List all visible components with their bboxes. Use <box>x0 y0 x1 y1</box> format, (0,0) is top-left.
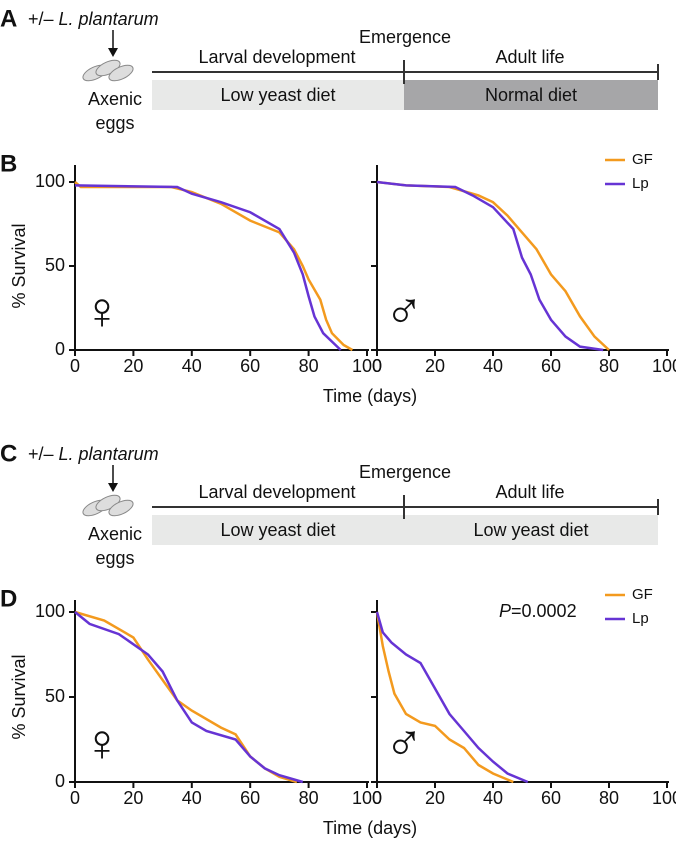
x-tick-label: 100 <box>352 788 382 808</box>
diet-label: Normal diet <box>485 85 577 105</box>
treatment: +/– L. plantarum <box>28 444 159 464</box>
diet-box <box>152 515 404 545</box>
treatment-prefix: +/– <box>28 9 59 29</box>
diet-box <box>404 515 658 545</box>
x-axis-title: Time (days) <box>323 386 417 406</box>
y-tick-label: 50 <box>45 255 65 275</box>
survival-line <box>375 611 514 784</box>
treatment-name: L. plantarum <box>59 444 159 464</box>
legend-label: GF <box>632 151 653 168</box>
legend-label: Lp <box>632 175 649 192</box>
x-tick-label: 60 <box>240 788 260 808</box>
y-tick-label: 0 <box>55 339 65 359</box>
survival-line <box>376 180 604 352</box>
diet-box <box>152 80 404 110</box>
x-tick-label: 20 <box>425 788 445 808</box>
x-tick-label: 0 <box>372 356 382 376</box>
x-tick-label: 40 <box>182 788 202 808</box>
egg <box>108 64 134 82</box>
p-text: =0.0002 <box>511 601 577 621</box>
x-tick-label: 0 <box>70 356 80 376</box>
panel-label: A <box>0 5 17 32</box>
event-label: Emergence <box>359 462 451 482</box>
eggs-label: eggs <box>95 548 134 568</box>
x-tick-label: 80 <box>299 356 319 376</box>
y-tick-label: 0 <box>55 771 65 791</box>
sex-symbol: ♀ <box>83 715 122 773</box>
arrow-head <box>108 48 118 57</box>
arrow-head <box>108 483 118 492</box>
diet-label: Low yeast diet <box>473 520 588 540</box>
legend-label: GF <box>632 586 653 603</box>
panel-label: C <box>0 440 17 467</box>
x-tick-label: 40 <box>483 788 503 808</box>
survival-line <box>74 184 342 351</box>
diet-box <box>404 80 658 110</box>
eggs-label: Axenic <box>88 524 142 544</box>
x-tick-label: 80 <box>299 788 319 808</box>
x-tick-label: 100 <box>352 356 382 376</box>
x-tick-label: 20 <box>123 356 143 376</box>
survival-line <box>74 611 304 784</box>
p-value: P=0.0002 <box>499 601 577 621</box>
x-tick-label: 80 <box>599 356 619 376</box>
x-tick-label: 0 <box>372 788 382 808</box>
event-label: Emergence <box>359 27 451 47</box>
x-tick-label: 20 <box>425 356 445 376</box>
legend-label: Lp <box>632 610 649 627</box>
treatment-prefix: +/– <box>28 444 59 464</box>
x-tick-label: 100 <box>652 788 676 808</box>
x-tick-label: 20 <box>123 788 143 808</box>
egg <box>108 499 134 517</box>
panel-label: D <box>0 585 17 612</box>
y-tick-label: 50 <box>45 686 65 706</box>
stage-label: Adult life <box>495 482 564 502</box>
p-italic: P <box>499 601 511 621</box>
sex-symbol: ♂ <box>385 715 424 773</box>
panel-label: B <box>0 150 17 177</box>
x-tick-label: 60 <box>240 356 260 376</box>
x-tick-label: 60 <box>541 788 561 808</box>
x-tick-label: 60 <box>541 356 561 376</box>
diet-label: Low yeast diet <box>220 520 335 540</box>
y-axis-title: % Survival <box>9 223 29 308</box>
x-tick-label: 100 <box>652 356 676 376</box>
x-tick-label: 40 <box>483 356 503 376</box>
eggs-label: Axenic <box>88 89 142 109</box>
y-axis-title: % Survival <box>9 654 29 739</box>
y-tick-label: 100 <box>35 171 65 191</box>
survival-line <box>375 611 529 784</box>
stage-label: Larval development <box>198 482 355 502</box>
y-tick-label: 100 <box>35 601 65 621</box>
sex-symbol: ♀ <box>83 283 122 341</box>
stage-label: Larval development <box>198 47 355 67</box>
diet-label: Low yeast diet <box>220 85 335 105</box>
treatment: +/– L. plantarum <box>28 9 159 29</box>
x-tick-label: 0 <box>70 788 80 808</box>
stage-label: Adult life <box>495 47 564 67</box>
treatment-name: L. plantarum <box>59 9 159 29</box>
x-tick-label: 80 <box>599 788 619 808</box>
eggs-label: eggs <box>95 113 134 133</box>
sex-symbol: ♂ <box>385 283 424 341</box>
x-tick-label: 40 <box>182 356 202 376</box>
x-axis-title: Time (days) <box>323 818 417 838</box>
